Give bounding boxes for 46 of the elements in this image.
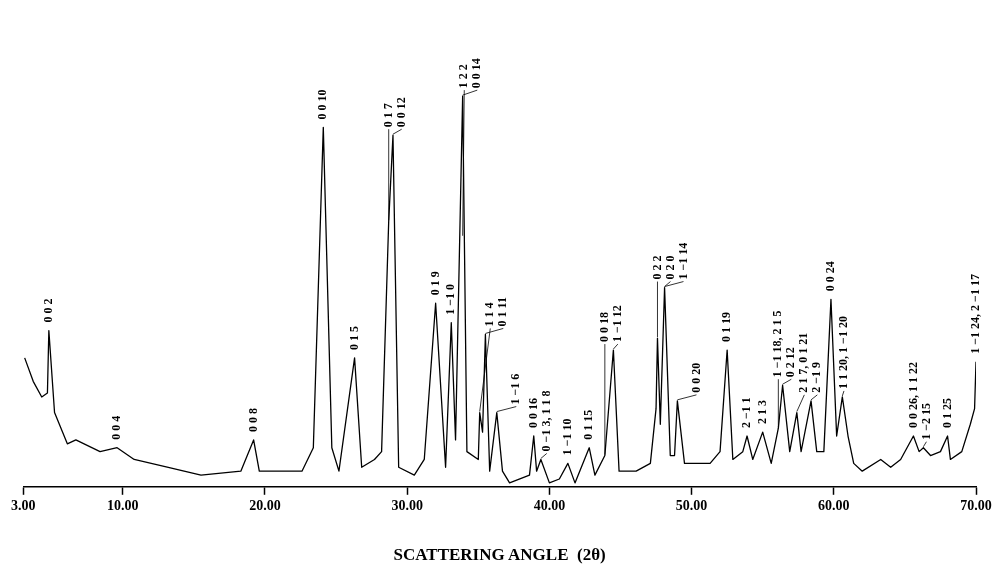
annotation: 0 1 9 (427, 271, 442, 296)
annotation: 1 −1 10 (559, 418, 574, 456)
annotation: 0 0 26, 1 1 22 (905, 362, 920, 429)
annotation: 1 1 20, 1 −1 20 (836, 316, 851, 389)
annotation: 2 1 7, 0 1 21 (796, 332, 811, 393)
annotation: 0 2 0 (662, 255, 677, 280)
x-tick-label: 50.00 (675, 497, 708, 513)
annotation: 0 1 15 (581, 409, 596, 440)
annotation: 1 −1 6 (508, 373, 523, 405)
annotation: 0 1 5 (346, 325, 361, 350)
annotation: 0 0 2 (40, 298, 55, 323)
annotation: 0 0 20 (688, 362, 703, 393)
annotation: 1 −2 15 (918, 402, 933, 440)
annotation: 0 1 19 (719, 312, 734, 343)
annotation: 1 −1 0 (443, 283, 458, 315)
annotation: 1 −1 12 (609, 305, 624, 343)
x-tick-label: 3.00 (11, 497, 36, 513)
annotation: 0 −1 3, 1 1 8 (538, 390, 553, 452)
x-tick-label: 20.00 (249, 497, 281, 513)
annotation: 1 1 4 (482, 302, 497, 327)
x-tick-label: 60.00 (818, 497, 850, 513)
annotation: 0 0 16 (525, 398, 540, 429)
annotation: 0 0 12 (393, 97, 408, 128)
x-axis-title: SCATTERING ANGLE (2θ) (393, 545, 606, 565)
annotation: 0 0 14 (469, 58, 484, 89)
x-tick-label: 40.00 (533, 497, 566, 513)
annotation: 2 −1 1 (739, 397, 754, 429)
annotation: 1 2 2 (456, 64, 471, 89)
annotation: 2 −1 9 (809, 362, 824, 393)
annotation: 0 1 7 (380, 103, 395, 128)
annotation: 0 0 10 (315, 89, 330, 120)
annotation: 0 2 2 (649, 255, 664, 280)
annotation: 0 0 18 (596, 312, 611, 343)
annotation: 0 0 4 (109, 415, 124, 440)
x-tick-label: 10.00 (107, 497, 139, 513)
x-tick-label: 70.00 (960, 497, 992, 513)
annotation: 0 2 12 (783, 347, 798, 378)
annotation: 2 1 3 (754, 400, 769, 425)
annotation: 0 0 8 (245, 407, 260, 432)
annotation: 1 −1 24, 2 −1 17 (968, 274, 983, 354)
annotation: 1 −1 14 (675, 242, 690, 280)
annotation: 0 1 11 (495, 297, 510, 327)
x-tick-label: 30.00 (391, 497, 423, 513)
annotation: 0 1 25 (939, 398, 954, 429)
annotation: 0 0 24 (823, 261, 838, 292)
annotation: 1 −1 18, 2 1 5 (770, 310, 785, 378)
